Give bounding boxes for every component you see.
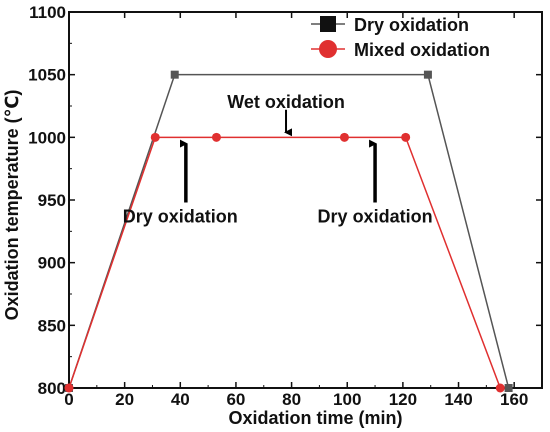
legend-circle-marker xyxy=(319,40,337,58)
y-tick-label: 950 xyxy=(38,191,66,210)
x-tick-label: 120 xyxy=(389,390,417,409)
x-tick-label: 0 xyxy=(64,390,73,409)
x-tick-label: 160 xyxy=(500,390,528,409)
data-point-dry xyxy=(170,70,179,79)
y-axis-title: Oxidation temperature (℃) xyxy=(2,90,22,321)
data-point-mixed xyxy=(401,132,411,142)
y-tick-label: 900 xyxy=(38,254,66,273)
data-point-mixed xyxy=(339,132,349,142)
annotations: Wet oxidation Dry oxidation Dry oxidatio… xyxy=(123,92,433,226)
annotation-dry-oxidation-left: Dry oxidation xyxy=(123,206,238,226)
y-tick-label: 800 xyxy=(38,379,66,398)
legend: Dry oxidation Mixed oxidation xyxy=(311,15,490,60)
series-line-mixed xyxy=(68,136,501,389)
plot-frame xyxy=(68,11,543,389)
y-tick-label: 850 xyxy=(38,316,66,335)
data-point-dry xyxy=(423,70,432,79)
annotation-wet-oxidation: Wet oxidation xyxy=(227,92,345,112)
x-tick-label: 60 xyxy=(226,390,245,409)
legend-label-dry: Dry oxidation xyxy=(354,15,469,35)
data-point-dry xyxy=(504,384,513,392)
data-point-mixed xyxy=(150,132,160,142)
series-line-dry xyxy=(68,73,510,389)
plot-area: 0 20 40 60 80 100 120 140 160 800 850 900 950 1000 105… xyxy=(28,3,543,409)
legend-square-marker xyxy=(320,16,336,32)
legend-label-mixed: Mixed oxidation xyxy=(354,40,490,60)
y-tick-label: 1100 xyxy=(29,3,66,22)
x-tick-label: 140 xyxy=(444,390,472,409)
x-tick-label: 80 xyxy=(282,390,301,409)
data-point-mixed xyxy=(211,132,221,142)
y-tick-label: 1050 xyxy=(28,66,66,85)
x-tick-label: 40 xyxy=(171,390,190,409)
x-axis-title: Oxidation time (min) xyxy=(228,408,402,428)
data-point-mixed xyxy=(64,383,74,393)
data-point-mixed xyxy=(495,383,505,393)
x-tick-label: 20 xyxy=(115,390,134,409)
y-tick-label: 1000 xyxy=(28,128,66,147)
x-tick-label: 100 xyxy=(333,390,361,409)
annotation-dry-oxidation-right: Dry oxidation xyxy=(318,206,433,226)
